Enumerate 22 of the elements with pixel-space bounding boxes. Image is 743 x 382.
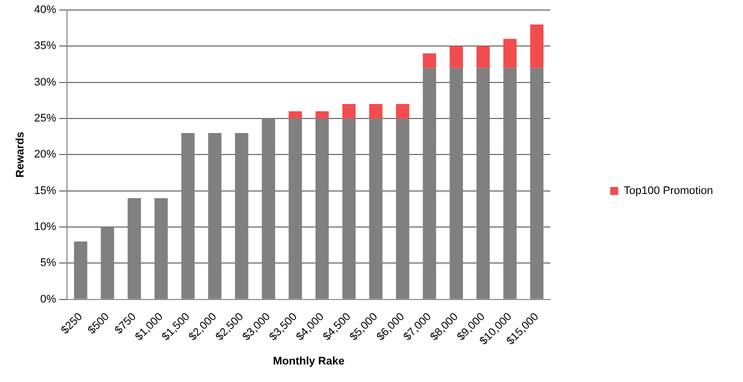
bar <box>369 104 382 119</box>
y-tick-label: 5% <box>40 257 56 270</box>
bar <box>288 111 302 119</box>
y-tick-label: 25% <box>34 112 56 125</box>
y-axis-title: Rewards <box>14 132 27 178</box>
bar <box>422 53 436 68</box>
bar <box>315 111 329 119</box>
y-tick-label: 30% <box>34 76 56 88</box>
y-tick-label: 15% <box>34 184 56 197</box>
bar <box>396 104 410 119</box>
bar <box>450 46 463 68</box>
bar <box>342 104 356 119</box>
y-tick-label: 20% <box>34 148 56 161</box>
y-tick-label: 0% <box>40 293 56 306</box>
y-tick-label: 10% <box>34 221 56 234</box>
x-axis-title: Monthly Rake <box>272 355 344 368</box>
bar <box>530 24 544 68</box>
bar <box>503 38 517 68</box>
y-tick-label: 40% <box>34 4 56 16</box>
bar <box>476 46 490 68</box>
legend-label: Top100 Promotion <box>624 185 714 198</box>
y-tick-label: 35% <box>34 40 56 52</box>
